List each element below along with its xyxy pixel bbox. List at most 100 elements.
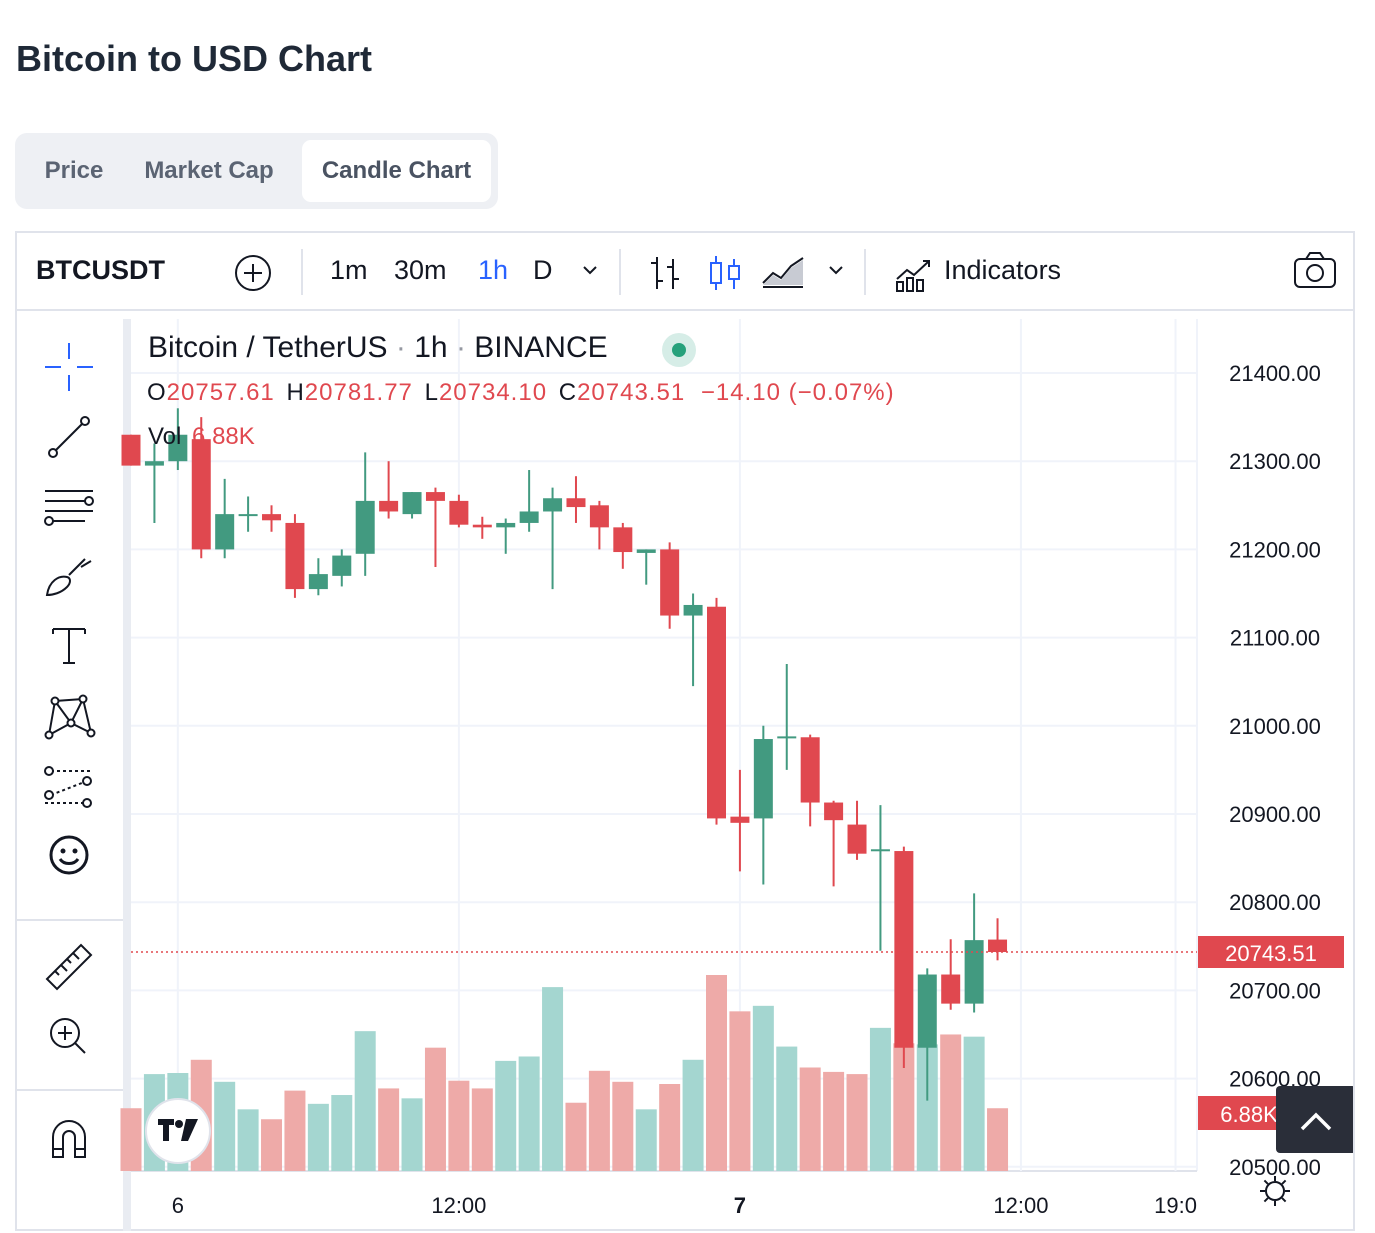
- y-tick-label: 21100.00: [1230, 626, 1320, 651]
- candle-body[interactable]: [636, 549, 656, 553]
- candle-body[interactable]: [613, 527, 633, 553]
- candle-body[interactable]: [847, 824, 867, 854]
- indicators-button[interactable]: Indicators: [944, 255, 1062, 285]
- y-tick-label: 21000.00: [1229, 714, 1321, 739]
- market-status-indicator[interactable]: [662, 333, 696, 367]
- candle-body[interactable]: [191, 439, 211, 550]
- volume-bar: [916, 1044, 938, 1171]
- interval-30m[interactable]: 30m: [394, 255, 447, 285]
- legend-exchange: BINANCE: [474, 331, 608, 364]
- trend-line-icon[interactable]: [41, 409, 97, 465]
- tab-price[interactable]: Price: [44, 157, 104, 184]
- candle-body[interactable]: [894, 851, 914, 1048]
- volume-bar: [799, 1067, 821, 1171]
- tab-candle-chart[interactable]: Candle Chart: [302, 140, 491, 202]
- symbol-legend: Bitcoin / TetherUS · 1h · BINANCE: [148, 331, 608, 364]
- bars-chart-icon[interactable]: [645, 253, 685, 293]
- volume-bar: [120, 1108, 142, 1171]
- candle-body[interactable]: [144, 461, 164, 466]
- candle-body[interactable]: [988, 939, 1008, 953]
- candle-body[interactable]: [379, 500, 399, 512]
- volume-bar: [354, 1031, 376, 1171]
- candle-chart[interactable]: 21400.00 21300.00 21200.00 21100.00 21000.00…: [17, 233, 1353, 1229]
- candle-body[interactable]: [168, 434, 188, 462]
- x-tick-label: 12:00: [431, 1193, 486, 1218]
- candle-body[interactable]: [355, 500, 375, 554]
- crosshair-icon[interactable]: [41, 339, 97, 395]
- candle-body[interactable]: [777, 736, 797, 739]
- candle-body[interactable]: [683, 604, 703, 616]
- candle-body[interactable]: [730, 816, 750, 823]
- volume-bar: [471, 1088, 493, 1171]
- candle-body[interactable]: [964, 940, 984, 1004]
- candle-body[interactable]: [824, 802, 844, 821]
- pattern-icon[interactable]: [41, 687, 97, 743]
- compare-add-icon[interactable]: [233, 253, 273, 293]
- candle-body[interactable]: [308, 574, 328, 590]
- volume-bar: [659, 1084, 681, 1171]
- candle-body[interactable]: [238, 514, 258, 517]
- ohlc-legend: O20757.61 H20781.77 L20734.10 C20743.51 …: [147, 379, 895, 406]
- volume-bar: [729, 1011, 751, 1171]
- text-tool-icon[interactable]: [41, 617, 97, 673]
- camera-icon[interactable]: [1293, 251, 1337, 291]
- chevron-down-icon[interactable]: [579, 259, 601, 281]
- indicators-icon[interactable]: [893, 251, 933, 293]
- candle-body[interactable]: [262, 514, 282, 521]
- candle-body[interactable]: [449, 500, 469, 525]
- volume-bar: [612, 1081, 634, 1171]
- volume-bar: [706, 975, 727, 1171]
- zoom-in-icon[interactable]: [41, 1009, 97, 1065]
- legend-pair: Bitcoin / TetherUS: [148, 331, 388, 364]
- parallel-lines-icon[interactable]: [41, 477, 97, 533]
- candle-body[interactable]: [870, 849, 890, 852]
- chart-tabs: Price Market Cap Candle Chart: [15, 133, 498, 209]
- scroll-to-latest-button[interactable]: [1276, 1086, 1353, 1153]
- chevron-down-icon[interactable]: [825, 259, 847, 281]
- candle-body[interactable]: [121, 434, 141, 466]
- candle-body[interactable]: [566, 498, 586, 508]
- candle-body[interactable]: [589, 505, 609, 528]
- candle-body[interactable]: [707, 606, 726, 819]
- volume-bar: [565, 1102, 587, 1171]
- candle-body[interactable]: [753, 739, 773, 819]
- volume-bar: [776, 1046, 798, 1171]
- magnet-icon[interactable]: [41, 1111, 97, 1167]
- candle-body[interactable]: [496, 522, 516, 528]
- volume-bar: [307, 1103, 329, 1171]
- candle-body[interactable]: [917, 974, 937, 1048]
- volume-bar: [542, 987, 564, 1171]
- last-price-badge: [1198, 936, 1344, 968]
- last-volume-label: 6.88K: [1220, 1102, 1278, 1127]
- candle-body[interactable]: [285, 522, 305, 590]
- candle-body[interactable]: [660, 549, 680, 616]
- brush-icon[interactable]: [41, 547, 97, 603]
- candle-body[interactable]: [519, 511, 539, 523]
- legend-interval: 1h: [414, 331, 448, 364]
- emoji-icon[interactable]: [41, 827, 97, 883]
- candle-body[interactable]: [472, 524, 492, 528]
- volume-bar: [214, 1081, 236, 1171]
- candle-body[interactable]: [425, 492, 445, 501]
- candle-body[interactable]: [402, 492, 422, 515]
- candle-body[interactable]: [941, 974, 961, 1004]
- prediction-icon[interactable]: [41, 757, 97, 813]
- candle-body[interactable]: [543, 498, 563, 512]
- settings-icon[interactable]: [1260, 1176, 1290, 1206]
- interval-1h[interactable]: 1h: [478, 255, 509, 285]
- tab-market-cap[interactable]: Market Cap: [144, 157, 274, 184]
- ruler-icon[interactable]: [41, 939, 97, 995]
- interval-1m[interactable]: 1m: [330, 255, 368, 285]
- candle-body[interactable]: [332, 555, 352, 576]
- page-title: Bitcoin to USD Chart: [16, 38, 372, 79]
- candles-chart-icon[interactable]: [705, 253, 745, 293]
- candle-body[interactable]: [800, 737, 820, 803]
- volume-bar: [682, 1059, 704, 1171]
- volume-bar: [401, 1098, 423, 1171]
- interval-d[interactable]: D: [533, 255, 553, 285]
- candle-body[interactable]: [215, 514, 235, 550]
- area-chart-icon[interactable]: [761, 253, 805, 293]
- symbol-label[interactable]: BTCUSDT: [36, 255, 165, 285]
- ohlc-change: −14.10 (−0.07%): [700, 379, 895, 406]
- tradingview-logo[interactable]: [145, 1098, 211, 1164]
